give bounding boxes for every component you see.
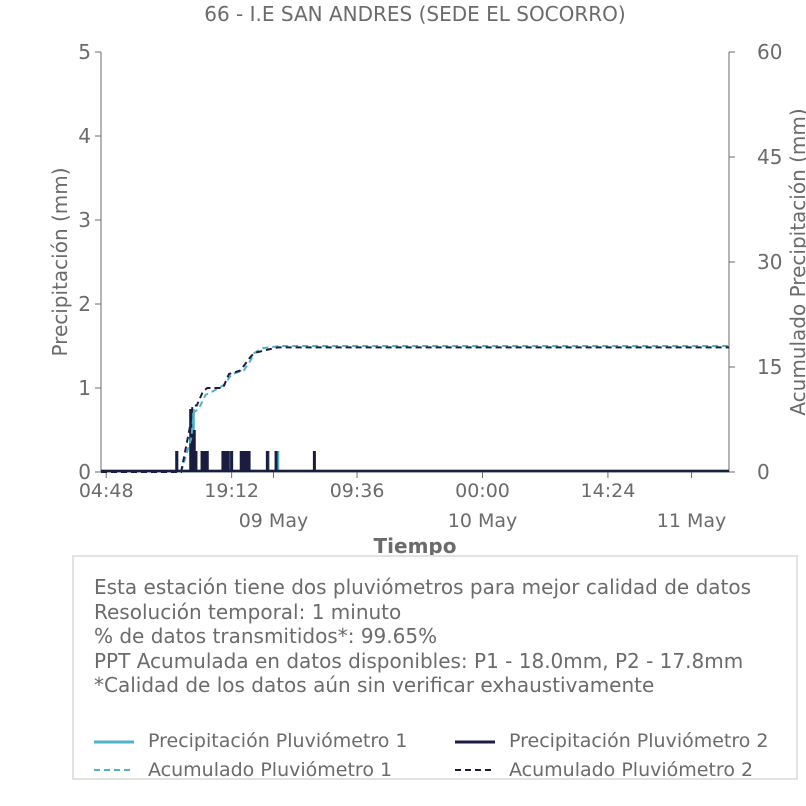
- info-line: Esta estación tiene dos pluviómetros par…: [94, 575, 752, 599]
- accum-line-2: [101, 346, 729, 473]
- x-tick-label: 09:36: [330, 480, 385, 502]
- y2-tick-label: 15: [757, 355, 782, 379]
- y-tick-label: 1: [78, 376, 91, 400]
- y-axis-label: Precipitación (mm): [48, 167, 72, 356]
- info-line: Resolución temporal: 1 minuto: [94, 599, 402, 624]
- info-line: *Calidad de los datos aún sin verificar …: [94, 673, 655, 697]
- legend-swatch-p2: [455, 740, 495, 744]
- x-date-label: 10 May: [448, 510, 518, 532]
- legend-swatch-acc2: [455, 769, 495, 771]
- info-text: Esta estación tiene dos pluviómetros par…: [94, 575, 751, 698]
- rainfall-chart: 66 - I.E SAN ANDRES (SEDE EL SOCORRO) Pr…: [48, 2, 806, 558]
- info-box: Esta estación tiene dos pluviómetros par…: [72, 555, 798, 781]
- legend-swatch-acc1: [94, 769, 134, 771]
- x-tick-label: 04:48: [79, 480, 134, 502]
- y-tick-label: 0: [78, 460, 91, 484]
- legend-label-p1: Precipitación Pluviómetro 1: [148, 730, 408, 752]
- legend-label-acc2: Acumulado Pluviómetro 2: [509, 759, 754, 781]
- x-date-label: 11 May: [657, 510, 727, 532]
- y2-axis-label: Acumulado Precipitación (mm): [786, 108, 806, 415]
- y-tick-label: 4: [78, 124, 91, 148]
- legend-label-p2: Precipitación Pluviómetro 2: [509, 730, 769, 752]
- y2-tick-label: 0: [757, 460, 770, 484]
- y2-tick-label: 60: [757, 40, 782, 64]
- legend-swatch-p1: [94, 740, 134, 744]
- chart-title: 66 - I.E SAN ANDRES (SEDE EL SOCORRO): [204, 2, 625, 26]
- y-tick-label: 3: [78, 208, 91, 232]
- y2-tick-label: 30: [757, 250, 782, 274]
- info-line: PPT Acumulada en datos disponibles: P1 -…: [94, 648, 744, 673]
- y2-tick-label: 45: [757, 145, 782, 169]
- legend-label-acc1: Acumulado Pluviómetro 1: [148, 759, 393, 781]
- x-tick-label: 19:12: [204, 480, 259, 502]
- x-axis-label: Tiempo: [374, 534, 457, 558]
- y-tick-label: 2: [78, 292, 91, 316]
- info-line: % de datos transmitidos*: 99.65%: [94, 624, 438, 648]
- x-tick-label: 00:00: [455, 480, 510, 502]
- x-tick-label: 14:24: [581, 480, 636, 502]
- y-tick-label: 5: [78, 40, 91, 64]
- x-date-label: 09 May: [239, 510, 309, 532]
